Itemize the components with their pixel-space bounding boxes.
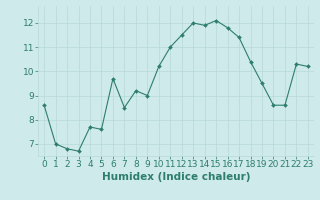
X-axis label: Humidex (Indice chaleur): Humidex (Indice chaleur) xyxy=(102,172,250,182)
